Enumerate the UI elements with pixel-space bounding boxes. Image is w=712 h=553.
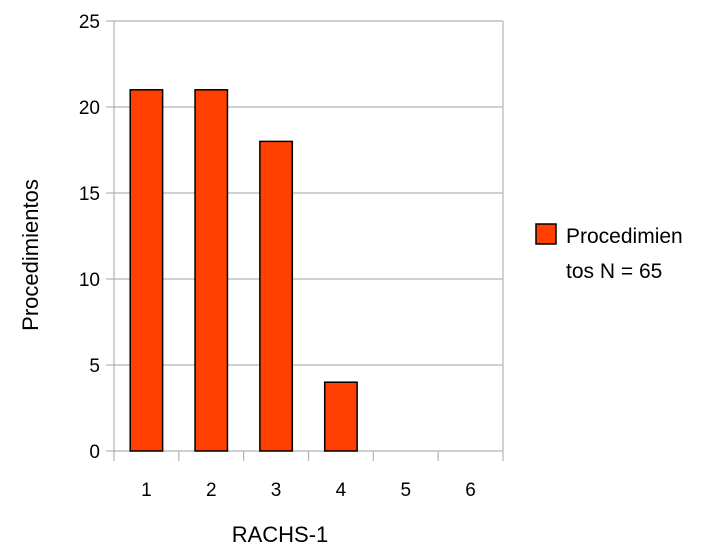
grid-lines (106, 20, 503, 452)
y-tick-label: 10 (79, 270, 100, 291)
y-tick-labels: 0 5 10 15 20 25 (79, 12, 100, 463)
bar-2 (194, 89, 229, 452)
x-tick-labels: 1 2 3 4 5 6 (141, 480, 476, 501)
x-tick-label: 2 (206, 480, 217, 501)
x-tick-label: 5 (400, 480, 411, 501)
bars (129, 89, 358, 452)
x-tick-label: 6 (465, 480, 476, 501)
x-axis-title: RACHS-1 (232, 522, 329, 547)
x-tick-label: 4 (336, 480, 347, 501)
x-tick-label: 1 (141, 480, 152, 501)
legend: Procedimien tos N = 65 (535, 223, 683, 283)
legend-swatch (535, 223, 557, 245)
bar-3 (259, 140, 294, 452)
x-tick-label: 3 (271, 480, 282, 501)
bar-4 (323, 381, 358, 452)
y-axis-title: Procedimientos (18, 179, 43, 331)
y-tick-label: 20 (79, 98, 100, 119)
axes (113, 21, 504, 461)
legend-label-line-2: tos N = 65 (566, 260, 662, 283)
y-tick-label: 0 (89, 442, 100, 463)
bar-1 (129, 89, 164, 452)
y-tick-label: 25 (79, 12, 100, 33)
y-tick-label: 5 (89, 356, 100, 377)
y-tick-label: 15 (79, 184, 100, 205)
legend-label-line-1: Procedimien (566, 225, 683, 248)
